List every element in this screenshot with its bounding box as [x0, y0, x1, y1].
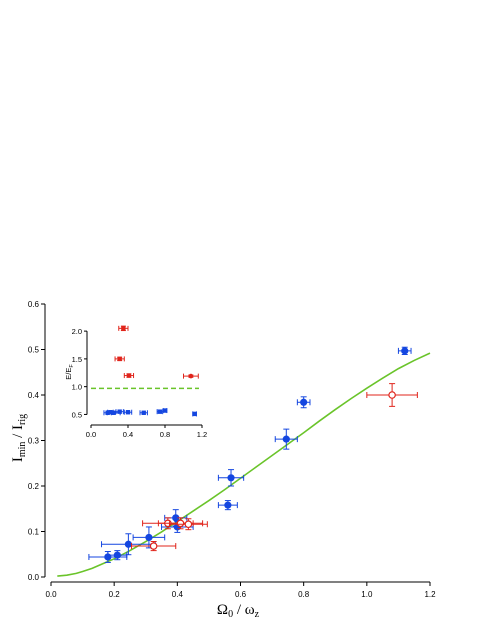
x-axis-label: Ω0 / ωz	[217, 602, 260, 620]
inset-point-blue	[192, 411, 197, 417]
main-x-tick-label: 1.2	[424, 590, 436, 599]
main-x-ticks: 0.0 0.2 0.4 0.6 0.8 1.0 1.2	[45, 582, 436, 599]
data-point-red	[168, 518, 208, 531]
inset-y-tick-label: 0.5	[72, 410, 82, 419]
inset-point-blue	[162, 408, 168, 414]
main-x-tick-label: 0.6	[235, 590, 247, 599]
inset-plot: 0.0 0.4 0.8 1.2 0.5 1.0 1.5 2.0 E/EF	[64, 325, 207, 439]
data-point-blue	[296, 396, 311, 409]
main-y-tick-label: 0.0	[28, 573, 40, 582]
inset-point-red	[183, 373, 199, 379]
inset-x-tick-label: 0.0	[86, 430, 96, 439]
data-point-blue	[132, 526, 166, 549]
data-point-red	[131, 541, 177, 552]
main-data-points	[88, 346, 418, 563]
inset-y-tick-label: 1.5	[72, 355, 82, 364]
data-point-blue	[217, 469, 245, 487]
main-x-tick-label: 0.4	[172, 590, 184, 599]
inset-point-red	[123, 373, 135, 379]
inset-point-blue	[115, 409, 124, 415]
y-axis-label: Imin / Irig	[10, 414, 28, 462]
main-y-tick-label: 0.2	[28, 482, 40, 491]
inset-y-ticks: 0.5 1.0 1.5 2.0	[72, 327, 87, 419]
main-x-tick-label: 0.8	[298, 590, 310, 599]
main-x-tick-label: 1.0	[361, 590, 373, 599]
main-x-tick-label: 0.2	[109, 590, 121, 599]
main-y-tick-label: 0.6	[28, 300, 40, 309]
inset-point-red	[118, 325, 129, 332]
inset-x-tick-label: 0.8	[160, 430, 170, 439]
inset-x-ticks: 0.0 0.4 0.8 1.2	[86, 425, 207, 439]
inset-data-points	[103, 325, 199, 417]
main-plot: 0.0 0.2 0.4 0.6 0.8 1.0 1.2 0.0 0.1 0.2 0.3 0.4 0.5…	[10, 300, 436, 620]
inset-y-axis-label: E/EF	[64, 364, 75, 380]
inset-point-blue	[123, 409, 133, 415]
inset-y-tick-label: 2.0	[72, 327, 82, 336]
main-y-tick-label: 0.4	[28, 391, 40, 400]
inset-point-red	[114, 356, 125, 362]
main-y-ticks: 0.0 0.1 0.2 0.3 0.4 0.5 0.6	[28, 300, 45, 582]
inset-y-tick-label: 1.0	[72, 383, 82, 392]
data-point-red	[157, 517, 204, 530]
main-y-tick-label: 0.3	[28, 437, 40, 446]
main-x-tick-label: 0.0	[45, 590, 57, 599]
data-point-blue	[397, 346, 412, 356]
inset-point-blue	[156, 409, 164, 415]
main-y-tick-label: 0.5	[28, 346, 40, 355]
data-point-blue	[217, 500, 238, 511]
data-point-blue	[274, 428, 298, 450]
data-point-blue	[101, 533, 156, 556]
inset-x-tick-label: 0.4	[123, 430, 133, 439]
main-y-tick-label: 0.1	[28, 528, 40, 537]
model-curve	[57, 352, 431, 577]
data-point-red	[366, 383, 418, 407]
inset-x-tick-label: 1.2	[197, 430, 207, 439]
inset-point-blue	[139, 410, 148, 416]
